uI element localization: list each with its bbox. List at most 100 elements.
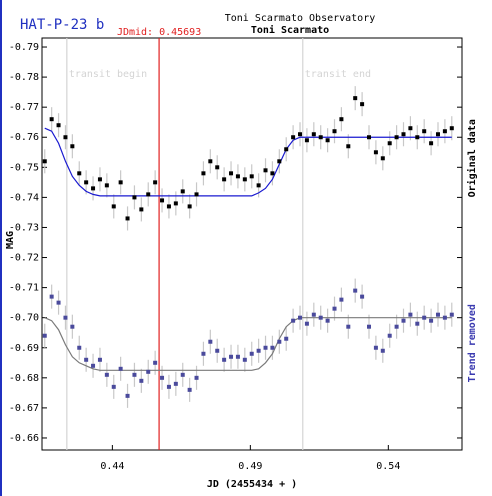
data-point bbox=[401, 132, 406, 137]
series-label: Original data bbox=[466, 119, 478, 197]
series-label: Trend removed bbox=[467, 304, 478, 382]
data-point bbox=[235, 174, 240, 179]
data-point bbox=[97, 177, 102, 182]
data-point bbox=[373, 345, 378, 350]
x-axis-label: JD (2455434 + ) bbox=[207, 479, 297, 490]
plot-frame bbox=[41, 37, 463, 451]
data-point bbox=[332, 129, 337, 134]
data-point bbox=[139, 378, 144, 383]
data-point bbox=[408, 126, 413, 131]
data-point bbox=[304, 138, 309, 143]
data-point bbox=[160, 198, 165, 203]
data-point bbox=[91, 363, 96, 368]
data-point bbox=[56, 123, 61, 128]
y-tick-label: -0.71 bbox=[9, 283, 39, 294]
y-tick-label: -0.70 bbox=[9, 313, 39, 324]
data-point bbox=[187, 204, 192, 209]
data-point bbox=[367, 135, 372, 140]
data-point bbox=[125, 393, 130, 398]
x-tick-label: 0.49 bbox=[238, 461, 262, 472]
data-point bbox=[332, 306, 337, 311]
data-point bbox=[215, 165, 220, 170]
data-point bbox=[118, 180, 123, 185]
data-point bbox=[339, 297, 344, 302]
data-point bbox=[442, 129, 447, 134]
data-point bbox=[291, 318, 296, 323]
data-point bbox=[132, 372, 137, 377]
data-point bbox=[63, 315, 68, 320]
data-point bbox=[291, 135, 296, 140]
data-point bbox=[387, 141, 392, 146]
data-point bbox=[429, 318, 434, 323]
data-point bbox=[229, 171, 234, 176]
data-point bbox=[325, 138, 330, 143]
author: Toni Scarmato bbox=[251, 24, 329, 36]
data-point bbox=[208, 339, 213, 344]
data-point bbox=[215, 348, 220, 353]
data-point bbox=[84, 180, 89, 185]
chart-subtitle: Toni Scarmato Observatory bbox=[225, 13, 376, 24]
data-point bbox=[367, 324, 372, 329]
data-point bbox=[256, 348, 261, 353]
data-point bbox=[70, 144, 75, 149]
x-tick-label: 0.44 bbox=[100, 461, 124, 472]
data-point bbox=[415, 321, 420, 326]
data-point bbox=[422, 315, 427, 320]
data-point bbox=[449, 126, 454, 131]
data-point bbox=[346, 144, 351, 149]
data-point bbox=[180, 189, 185, 194]
data-point bbox=[270, 171, 275, 176]
data-point bbox=[311, 132, 316, 137]
data-point bbox=[229, 354, 234, 359]
model-curve bbox=[44, 127, 452, 197]
data-point bbox=[304, 321, 309, 326]
y-tick-label: -0.66 bbox=[9, 433, 39, 444]
data-point bbox=[201, 171, 206, 176]
data-point bbox=[263, 168, 268, 173]
y-tick-label: -0.73 bbox=[9, 222, 39, 233]
data-point bbox=[146, 369, 151, 374]
data-point bbox=[111, 204, 116, 209]
data-point bbox=[118, 366, 123, 371]
data-point bbox=[298, 132, 303, 137]
data-point bbox=[325, 318, 330, 323]
y-tick-label: -0.76 bbox=[9, 132, 39, 143]
y-axis-label: MAG bbox=[5, 231, 16, 249]
data-point bbox=[408, 312, 413, 317]
x-tick-label: 0.54 bbox=[376, 461, 400, 472]
data-point bbox=[194, 192, 199, 197]
data-point bbox=[63, 135, 68, 140]
data-point bbox=[222, 357, 227, 362]
data-point bbox=[394, 135, 399, 140]
data-point bbox=[353, 288, 358, 293]
data-point bbox=[401, 318, 406, 323]
data-point bbox=[339, 117, 344, 122]
data-point bbox=[360, 102, 365, 107]
data-point bbox=[394, 324, 399, 329]
data-point bbox=[387, 333, 392, 338]
data-point bbox=[166, 384, 171, 389]
data-point bbox=[277, 339, 282, 344]
data-point bbox=[298, 315, 303, 320]
chart-title: HAT-P-23 b bbox=[20, 17, 104, 33]
data-point bbox=[111, 384, 116, 389]
y-tick-label: -0.75 bbox=[9, 162, 39, 173]
data-point bbox=[208, 159, 213, 164]
data-point bbox=[77, 171, 82, 176]
data-point bbox=[249, 174, 254, 179]
data-point bbox=[256, 183, 261, 188]
y-tick-label: -0.79 bbox=[9, 42, 39, 53]
data-point bbox=[173, 201, 178, 206]
data-point bbox=[435, 312, 440, 317]
data-point bbox=[153, 180, 158, 185]
y-tick-label: -0.67 bbox=[9, 403, 39, 414]
data-point bbox=[42, 333, 47, 338]
data-point bbox=[160, 375, 165, 380]
data-point bbox=[91, 186, 96, 191]
data-point bbox=[70, 324, 75, 329]
y-tick-label: -0.69 bbox=[9, 343, 39, 354]
y-tick-label: -0.78 bbox=[9, 72, 39, 83]
data-point bbox=[125, 216, 130, 221]
data-point bbox=[139, 207, 144, 212]
